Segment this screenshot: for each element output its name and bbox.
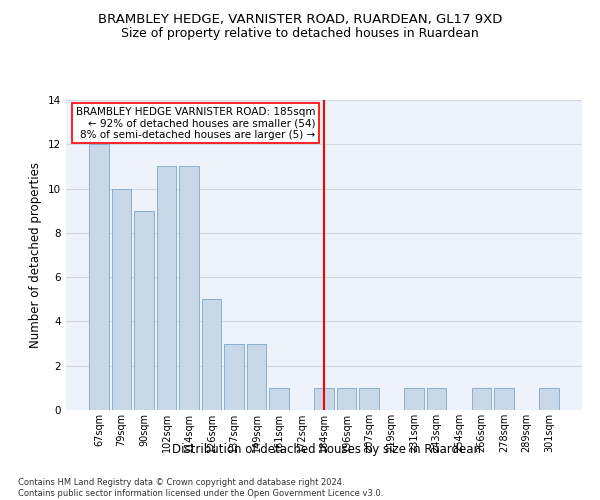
Bar	[404, 388, 424, 410]
Bar	[157, 166, 176, 410]
Bar	[112, 188, 131, 410]
Bar	[472, 388, 491, 410]
Bar	[269, 388, 289, 410]
Bar	[427, 388, 446, 410]
Bar	[359, 388, 379, 410]
Bar	[539, 388, 559, 410]
Y-axis label: Number of detached properties: Number of detached properties	[29, 162, 43, 348]
Text: BRAMBLEY HEDGE, VARNISTER ROAD, RUARDEAN, GL17 9XD: BRAMBLEY HEDGE, VARNISTER ROAD, RUARDEAN…	[98, 12, 502, 26]
Text: Contains HM Land Registry data © Crown copyright and database right 2024.
Contai: Contains HM Land Registry data © Crown c…	[18, 478, 383, 498]
Bar	[314, 388, 334, 410]
Bar	[202, 300, 221, 410]
Bar	[337, 388, 356, 410]
Bar	[89, 144, 109, 410]
Text: Distribution of detached houses by size in Ruardean: Distribution of detached houses by size …	[173, 442, 482, 456]
Bar	[494, 388, 514, 410]
Bar	[224, 344, 244, 410]
Text: BRAMBLEY HEDGE VARNISTER ROAD: 185sqm
← 92% of detached houses are smaller (54)
: BRAMBLEY HEDGE VARNISTER ROAD: 185sqm ← …	[76, 106, 315, 140]
Bar	[247, 344, 266, 410]
Text: Size of property relative to detached houses in Ruardean: Size of property relative to detached ho…	[121, 28, 479, 40]
Bar	[134, 210, 154, 410]
Bar	[179, 166, 199, 410]
